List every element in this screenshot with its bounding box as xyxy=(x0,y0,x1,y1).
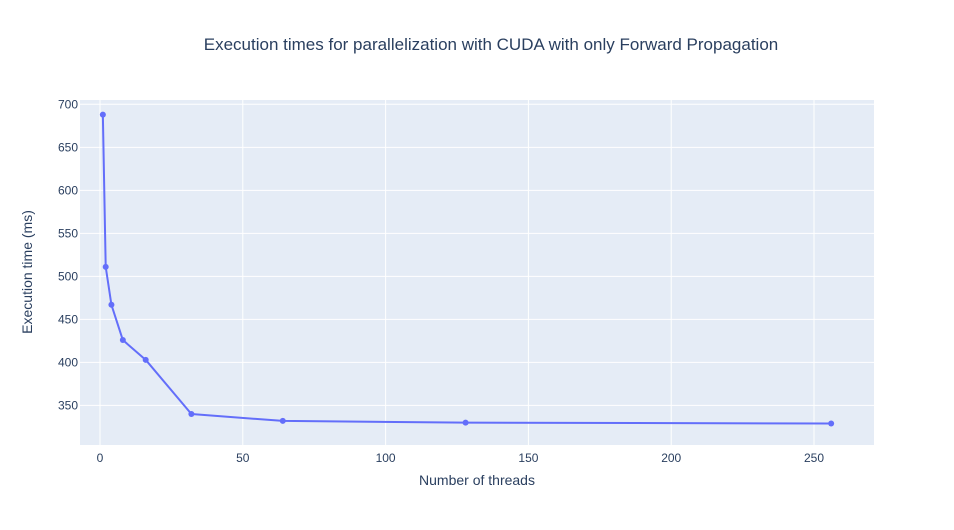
data-point xyxy=(99,111,106,118)
x-tick-label: 200 xyxy=(661,451,681,465)
data-point xyxy=(108,301,115,308)
y-tick-label: 400 xyxy=(58,355,78,369)
data-point xyxy=(188,411,195,418)
y-tick-label: 450 xyxy=(58,312,78,326)
data-point xyxy=(462,419,469,426)
chart-title: Execution times for parallelization with… xyxy=(204,35,778,54)
x-tick-label: 250 xyxy=(804,451,824,465)
data-point xyxy=(828,420,835,427)
y-axis-label: Execution time (ms) xyxy=(19,210,35,334)
y-tick-label: 550 xyxy=(58,226,78,240)
y-tick-label: 700 xyxy=(58,97,78,111)
data-point xyxy=(102,263,109,270)
data-point xyxy=(142,356,149,363)
grid-lines xyxy=(80,100,874,445)
x-tick-label: 100 xyxy=(376,451,396,465)
plot-area xyxy=(80,100,874,445)
y-tick-label: 600 xyxy=(58,183,78,197)
series-layer xyxy=(99,111,835,427)
y-tick-label: 650 xyxy=(58,140,78,154)
x-axis-label: Number of threads xyxy=(419,472,535,488)
x-tick-label: 50 xyxy=(236,451,250,465)
y-tick-label: 350 xyxy=(58,398,78,412)
data-point xyxy=(279,417,286,424)
x-tick-label: 150 xyxy=(518,451,538,465)
data-point xyxy=(119,337,126,344)
x-tick-label: 0 xyxy=(97,451,104,465)
tick-labels: 0 50 100 150 200 250 350 400 450 500 550 600 650 700 xyxy=(58,97,824,465)
y-tick-label: 500 xyxy=(58,269,78,283)
